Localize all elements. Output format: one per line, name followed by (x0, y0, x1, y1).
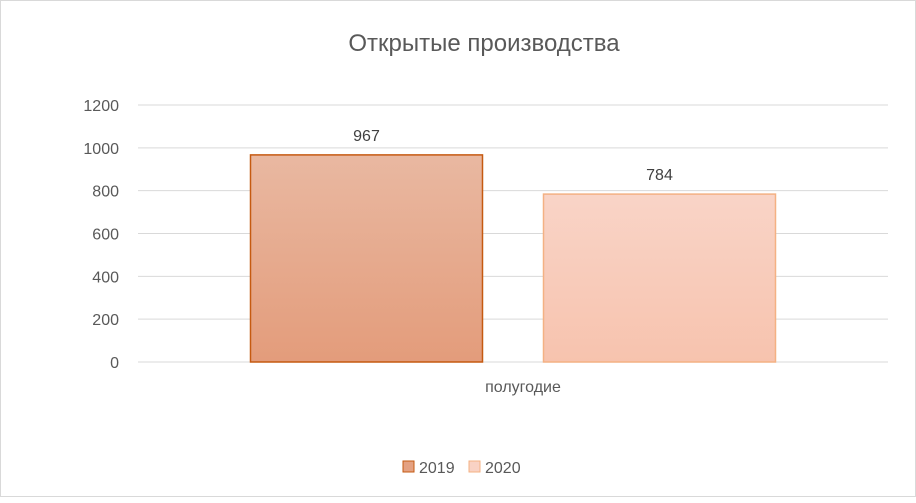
data-labels: 967 784 (353, 128, 673, 184)
y-tick-label: 800 (92, 184, 119, 201)
x-category-label: полугодие (485, 379, 561, 396)
bar-2020 (542, 193, 777, 363)
y-tick-label: 1200 (83, 98, 119, 115)
y-tick-label: 600 (92, 227, 119, 244)
y-tick-label: 400 (92, 269, 119, 286)
data-label-2020: 784 (646, 167, 673, 184)
legend-swatch-2020 (468, 460, 481, 473)
x-axis-categories: полугодие (485, 379, 561, 396)
y-axis-ticks: 0 200 400 600 800 1000 1200 (83, 98, 119, 372)
y-tick-label: 200 (92, 312, 119, 329)
legend: 2019 2020 (402, 460, 521, 477)
bars (249, 154, 777, 363)
legend-label-2019: 2019 (419, 460, 455, 477)
y-tick-label: 0 (110, 355, 119, 372)
bar-2019 (249, 154, 484, 363)
chart-title: Открытые производства (348, 30, 620, 57)
data-label-2019: 967 (353, 128, 380, 145)
legend-swatch-2019 (402, 460, 415, 473)
y-tick-label: 1000 (83, 141, 119, 158)
legend-label-2020: 2020 (485, 460, 521, 477)
